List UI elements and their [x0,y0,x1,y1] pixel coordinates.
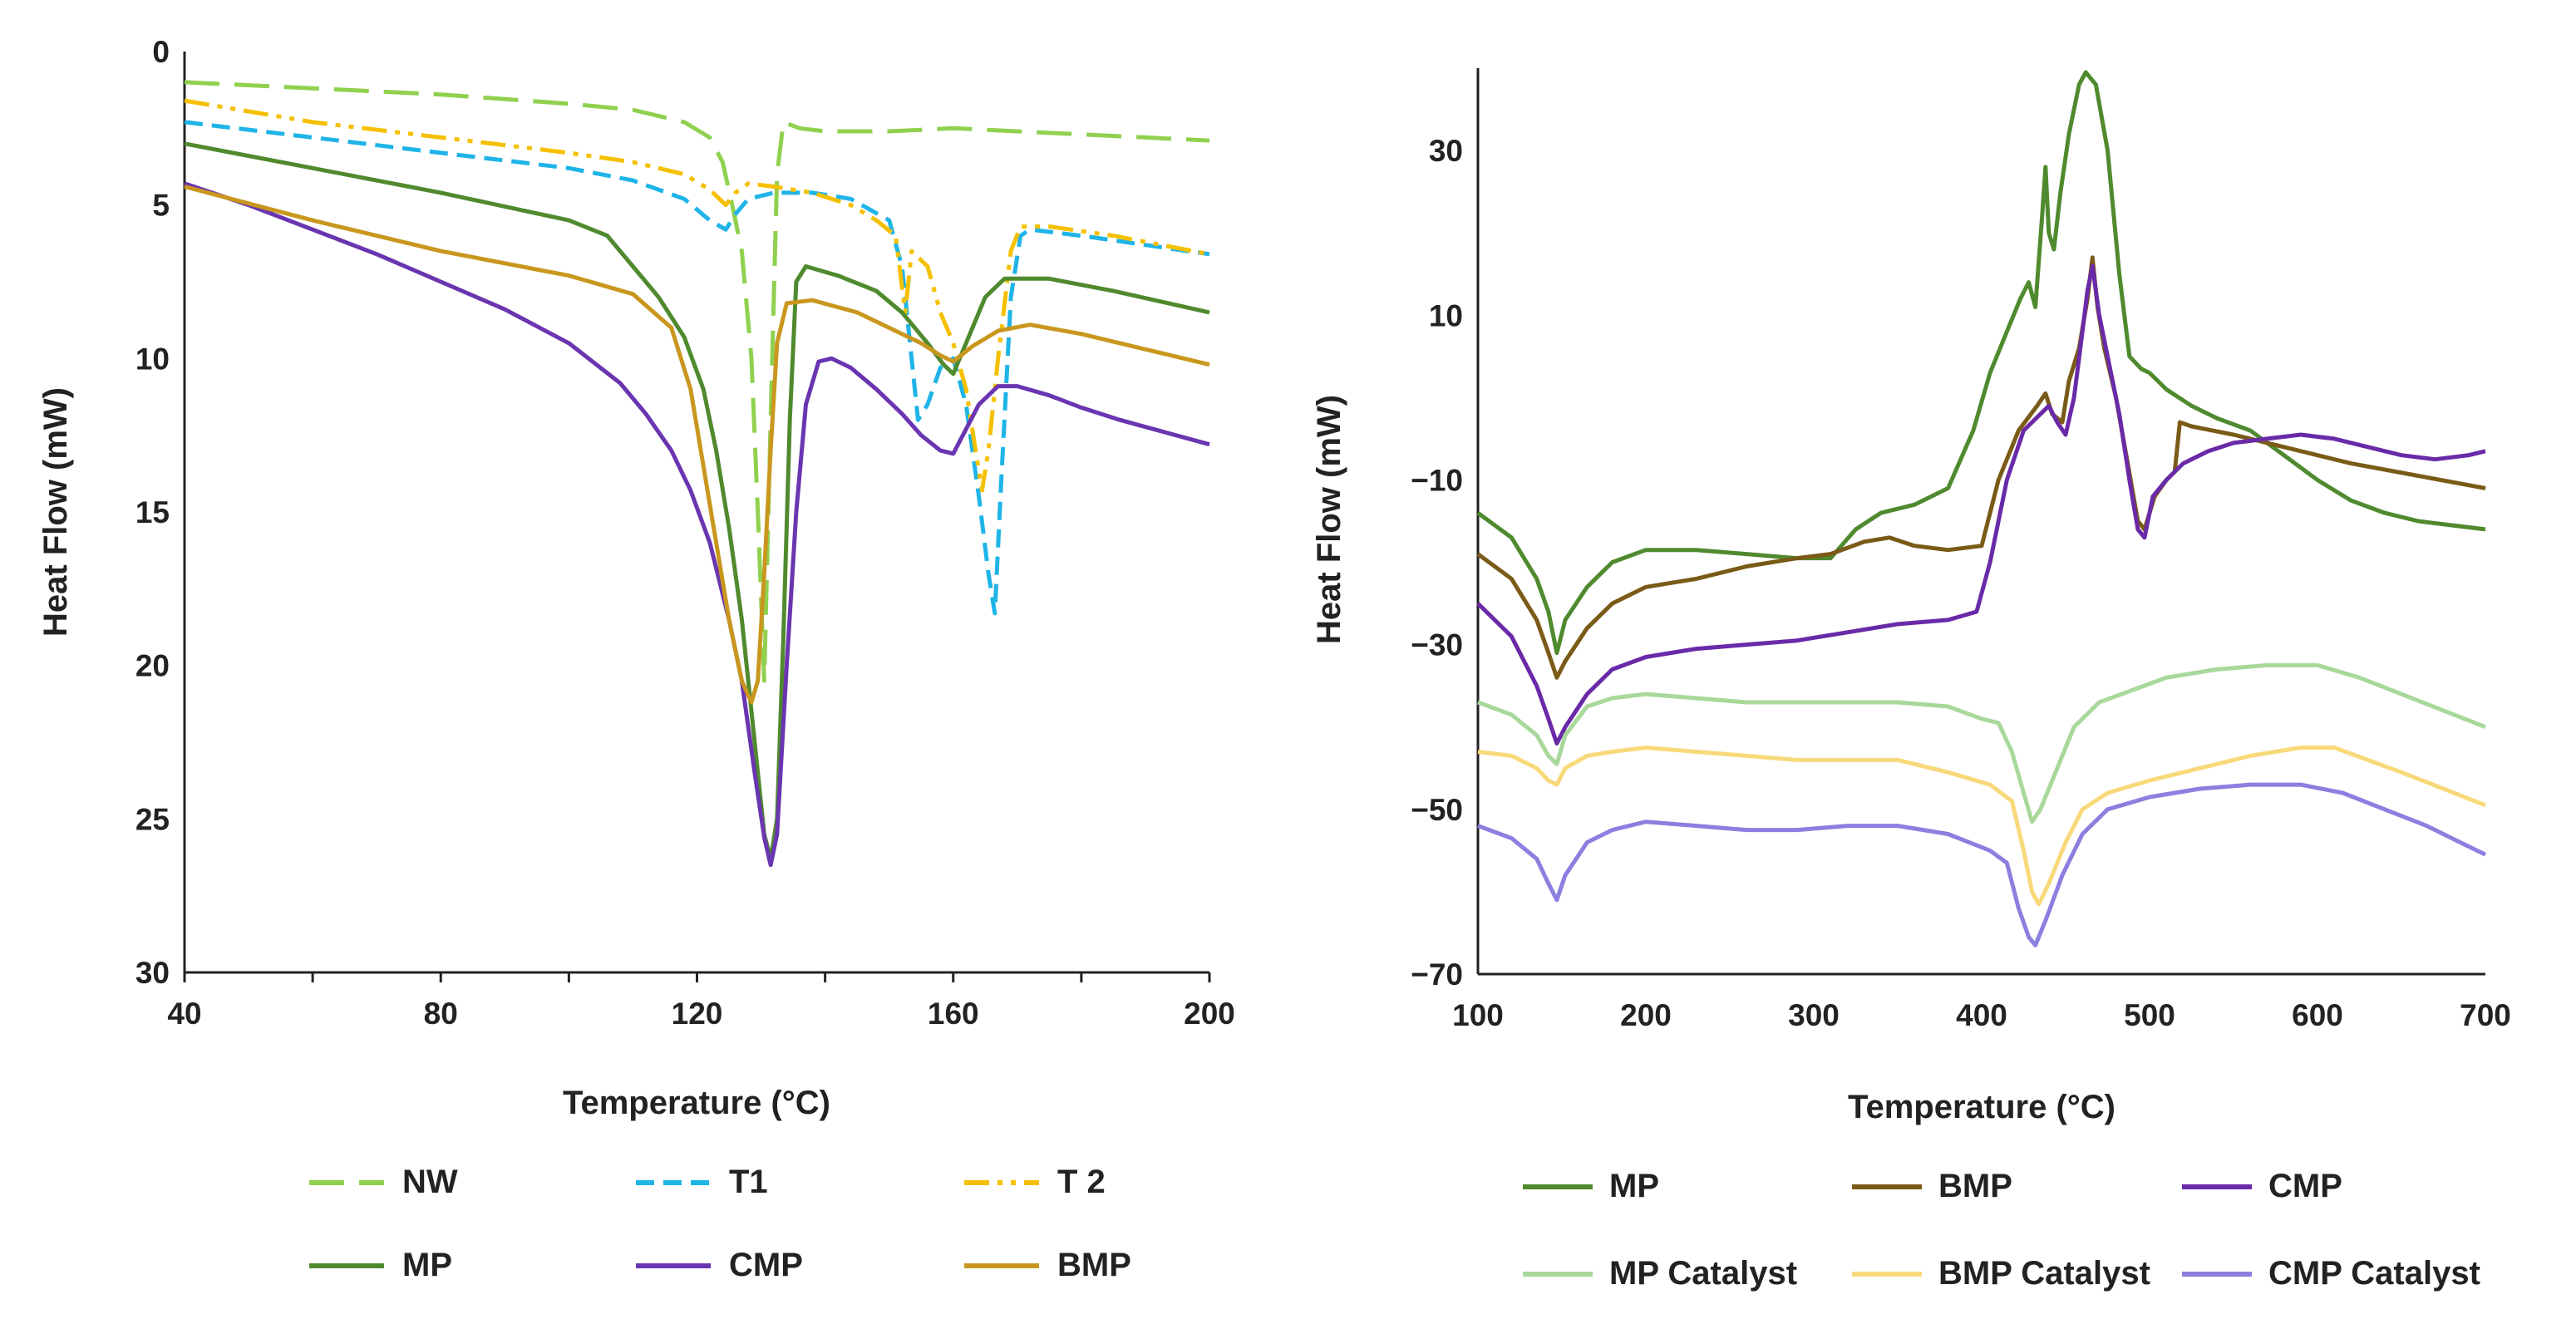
series-line-t1 [184,120,1210,616]
series-line-cmp [1476,263,2486,746]
x-tick-label: 100 [1452,998,1504,1032]
left-y-axis-label: Heat Flow (mW) [37,387,74,637]
x-tick-label: 400 [1956,998,2007,1032]
y-tick-label: 30 [135,956,170,990]
left-chart: 0 5 10 15 20 25 30 40 80 120 160 200 Temperature (… [37,35,1235,1283]
y-tick-label: 15 [135,495,170,529]
legend-label: T 2 [1057,1164,1106,1200]
y-tick-label: 0 [152,35,170,69]
x-tick-label: 200 [1620,998,1672,1032]
x-tick-label: 160 [928,997,979,1031]
legend-label: BMP [1938,1168,2012,1204]
legend-label: MP Catalyst [1609,1255,1797,1292]
series-line-mp [184,141,1210,861]
y-tick-label: −10 [1411,463,1463,497]
series-line-bmp [1476,255,2486,680]
series-line-cmp [184,181,1210,868]
legend-label: CMP Catalyst [2268,1255,2480,1292]
right-chart: 30 10 −10 −30 −50 −70 100 200 300 400 500 600 700 T… [1311,68,2511,1292]
y-tick-label: −70 [1411,957,1463,992]
x-tick-label: 120 [672,997,723,1031]
y-tick-label: 25 [135,802,170,836]
legend-label: CMP [2268,1168,2342,1204]
legend-label: BMP [1057,1247,1131,1283]
left-x-axis-label: Temperature (°C) [563,1085,830,1121]
right-x-axis-label: Temperature (°C) [1848,1089,2115,1125]
right-y-axis-label: Heat Flow (mW) [1311,395,1347,644]
y-tick-label: 10 [1429,298,1463,332]
y-tick-label: 20 [135,649,170,683]
x-tick-label: 200 [1184,997,1235,1031]
x-tick-label: 500 [2124,998,2175,1032]
series-line-bmp-catalyst [1477,746,2486,907]
series-line-bmp [184,185,1210,705]
legend-label: MP [1609,1168,1659,1204]
legend-label: NW [402,1164,458,1200]
series-line-cmp-catalyst [1477,782,2487,947]
legend-label: BMP Catalyst [1938,1255,2150,1292]
y-tick-label: −50 [1411,793,1463,827]
x-tick-label: 600 [2292,998,2343,1032]
y-tick-label: −30 [1411,628,1463,662]
x-tick-label: 300 [1788,998,1840,1032]
legend-label: CMP [729,1247,803,1283]
legend-label: MP [402,1247,452,1283]
series-line-mp-catalyst [1477,662,2486,824]
y-tick-label: 5 [152,189,170,223]
y-tick-label: 30 [1429,134,1463,168]
series-line-nw [184,80,1210,683]
x-tick-label: 40 [167,997,201,1031]
y-tick-label: 10 [135,342,170,376]
x-tick-label: 700 [2460,998,2511,1032]
x-tick-label: 80 [424,997,458,1031]
legend-label: T1 [729,1164,768,1200]
series-line-t-2 [184,98,1210,493]
series-line-mp [1476,70,2486,655]
